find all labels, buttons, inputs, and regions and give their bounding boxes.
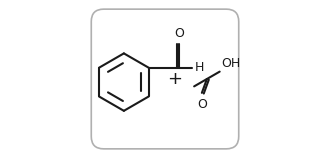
- FancyBboxPatch shape: [91, 9, 239, 149]
- Text: H: H: [195, 61, 204, 74]
- Text: O: O: [174, 27, 184, 40]
- Text: OH: OH: [221, 57, 240, 70]
- Text: O: O: [197, 97, 207, 110]
- Text: +: +: [168, 70, 182, 88]
